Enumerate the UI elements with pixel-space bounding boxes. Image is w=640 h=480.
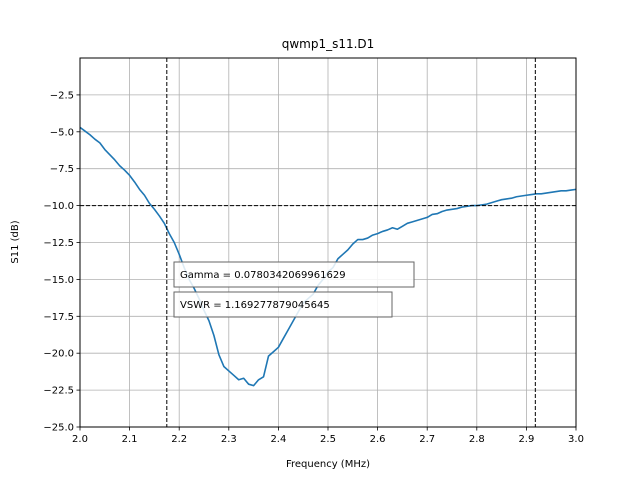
x-tick-label: 2.5 bbox=[320, 434, 336, 445]
x-tick-label: 3.0 bbox=[568, 434, 584, 445]
gamma-annotation-box bbox=[173, 261, 415, 288]
x-tick-label: 2.1 bbox=[122, 434, 138, 445]
y-tick-label: −17.5 bbox=[43, 312, 74, 323]
chart-title: qwmp1_s11.D1 bbox=[282, 37, 375, 51]
y-tick-label: −15.0 bbox=[43, 275, 74, 286]
x-tick-label: 2.3 bbox=[221, 434, 237, 445]
x-tick-label: 2.9 bbox=[518, 434, 534, 445]
x-tick-label: 2.4 bbox=[270, 434, 286, 445]
annotations: Gamma = 0.0780342069961629 VSWR = 1.1692… bbox=[173, 261, 415, 318]
y-tick-label: −25.0 bbox=[43, 423, 74, 434]
reference-lines bbox=[80, 58, 576, 427]
x-tick-label: 2.7 bbox=[419, 434, 435, 445]
y-tick-label: −20.0 bbox=[43, 349, 74, 360]
x-axis-ticks: 2.0 2.1 2.2 2.3 2.4 2.5 2.6 2.7 2.8 2.9 3.0 bbox=[72, 427, 584, 445]
y-axis-label: S11 (dB) bbox=[10, 220, 21, 263]
vswr-annotation-box bbox=[173, 291, 393, 318]
x-tick-label: 2.6 bbox=[370, 434, 386, 445]
y-tick-label: −2.5 bbox=[50, 90, 74, 101]
x-tick-label: 2.0 bbox=[72, 434, 88, 445]
y-axis-ticks: −25.0 −22.5 −20.0 −17.5 −15.0 −12.5 −10.0 −7.5 −… bbox=[43, 90, 80, 434]
vswr-annotation: VSWR = 1.169277879045645 bbox=[180, 300, 330, 311]
x-axis-label: Frequency (MHz) bbox=[286, 459, 370, 470]
y-tick-label: −7.5 bbox=[50, 164, 74, 175]
x-tick-label: 2.8 bbox=[469, 434, 485, 445]
y-tick-label: −5.0 bbox=[50, 127, 74, 138]
x-tick-label: 2.2 bbox=[171, 434, 187, 445]
y-tick-label: −10.0 bbox=[43, 201, 74, 212]
gamma-annotation: Gamma = 0.0780342069961629 bbox=[180, 270, 346, 281]
y-tick-label: −22.5 bbox=[43, 386, 74, 397]
y-tick-label: −12.5 bbox=[43, 238, 74, 249]
